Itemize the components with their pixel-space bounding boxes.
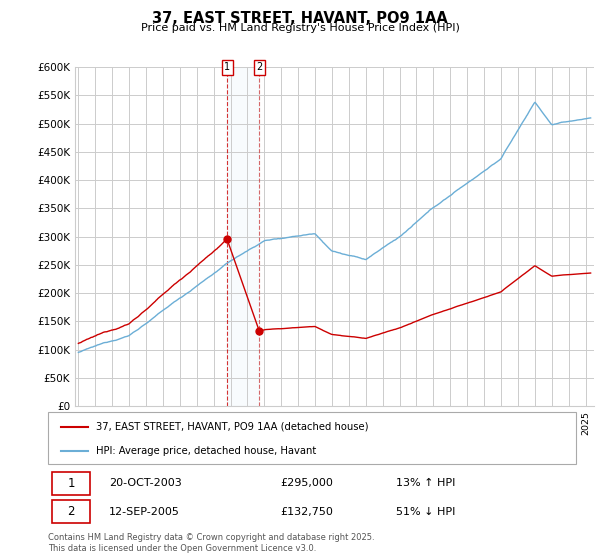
Text: 37, EAST STREET, HAVANT, PO9 1AA (detached house): 37, EAST STREET, HAVANT, PO9 1AA (detach… xyxy=(95,422,368,432)
FancyBboxPatch shape xyxy=(52,500,90,523)
Text: 2: 2 xyxy=(67,505,75,518)
Bar xyxy=(227,67,259,406)
Text: 1: 1 xyxy=(224,62,230,72)
Text: HPI: Average price, detached house, Havant: HPI: Average price, detached house, Hava… xyxy=(95,446,316,456)
Text: 1: 1 xyxy=(67,477,75,490)
Text: 12-SEP-2005: 12-SEP-2005 xyxy=(109,507,179,517)
Text: 37, EAST STREET, HAVANT, PO9 1AA: 37, EAST STREET, HAVANT, PO9 1AA xyxy=(152,11,448,26)
Text: Price paid vs. HM Land Registry's House Price Index (HPI): Price paid vs. HM Land Registry's House … xyxy=(140,23,460,33)
FancyBboxPatch shape xyxy=(52,472,90,494)
Text: Contains HM Land Registry data © Crown copyright and database right 2025.
This d: Contains HM Land Registry data © Crown c… xyxy=(48,533,374,553)
Text: 2: 2 xyxy=(256,62,262,72)
Text: 20-OCT-2003: 20-OCT-2003 xyxy=(109,478,181,488)
FancyBboxPatch shape xyxy=(48,412,576,464)
Text: 13% ↑ HPI: 13% ↑ HPI xyxy=(397,478,456,488)
Text: 51% ↓ HPI: 51% ↓ HPI xyxy=(397,507,456,517)
Text: £132,750: £132,750 xyxy=(280,507,333,517)
Text: £295,000: £295,000 xyxy=(280,478,333,488)
